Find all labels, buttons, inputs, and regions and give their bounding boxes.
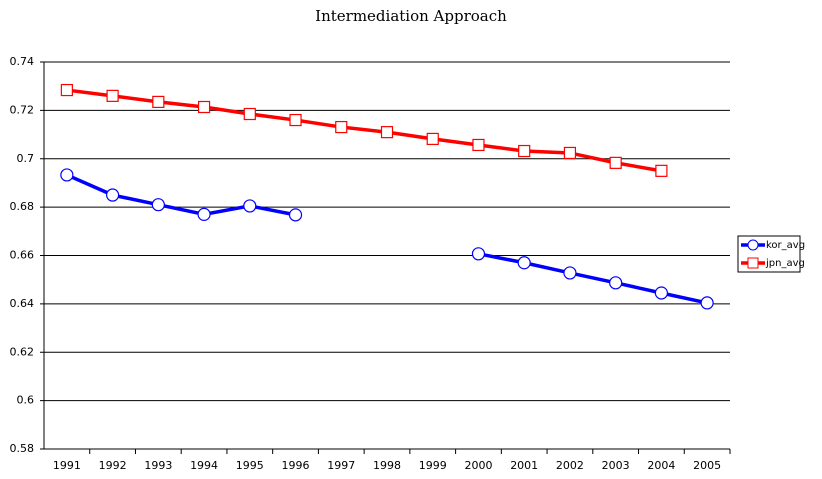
- y-tick-label: 0.7: [17, 152, 35, 165]
- y-tick-label: 0.62: [10, 345, 35, 358]
- y-tick-label: 0.64: [10, 297, 35, 310]
- point: [106, 89, 119, 102]
- point: [563, 266, 577, 280]
- series-line: [478, 252, 708, 305]
- x-tick-label: 1995: [236, 459, 264, 472]
- point: [380, 126, 394, 139]
- x-tick-label: 2003: [602, 459, 630, 472]
- point: [197, 207, 211, 221]
- x-tick-label: 2004: [647, 459, 675, 472]
- point: [518, 144, 531, 158]
- x-tick-label: 1993: [144, 459, 172, 472]
- point: [335, 120, 348, 134]
- y-tick-label: 0.66: [10, 249, 35, 262]
- x-tick-label: 1992: [99, 459, 127, 472]
- point: [243, 199, 257, 213]
- y-tick-label: 0.74: [10, 55, 35, 68]
- point: [243, 107, 256, 121]
- chart-title: Intermediation Approach: [315, 7, 507, 25]
- x-tick-label: 2001: [510, 459, 538, 472]
- x-tick-label: 1996: [282, 459, 310, 472]
- y-tick-label: 0.58: [10, 442, 35, 455]
- y-tick-label: 0.72: [10, 103, 35, 116]
- point: [654, 286, 669, 300]
- x-tick-label: 2000: [464, 459, 492, 472]
- legend-marker: [747, 257, 759, 269]
- point: [609, 156, 622, 169]
- point: [105, 188, 120, 202]
- point: [288, 208, 303, 222]
- point: [471, 247, 486, 261]
- point: [152, 95, 165, 109]
- x-tick-label: 2002: [556, 459, 584, 472]
- series-line: [66, 173, 296, 217]
- point: [197, 100, 211, 114]
- series-line: [66, 88, 662, 173]
- point: [60, 168, 74, 182]
- point: [563, 146, 577, 160]
- point: [517, 256, 531, 270]
- point: [655, 164, 668, 177]
- x-tick-label: 1998: [373, 459, 401, 472]
- x-tick-label: 1994: [190, 459, 218, 472]
- y-tick-label: 0.6: [17, 394, 35, 407]
- x-tick-label: 2005: [693, 459, 721, 472]
- point: [426, 132, 439, 146]
- point: [289, 113, 302, 127]
- point: [60, 83, 73, 97]
- y-tick-label: 0.68: [10, 200, 35, 213]
- x-tick-label: 1991: [53, 459, 81, 472]
- point: [700, 296, 714, 310]
- point: [151, 198, 165, 212]
- point: [609, 276, 623, 290]
- x-tick-label: 1999: [419, 459, 447, 472]
- x-tick-label: 1997: [327, 459, 355, 472]
- legend-marker: [747, 239, 759, 251]
- point: [472, 138, 485, 152]
- legend-label: jpn_avg: [765, 258, 805, 269]
- legend-label: kor_avg: [766, 240, 805, 251]
